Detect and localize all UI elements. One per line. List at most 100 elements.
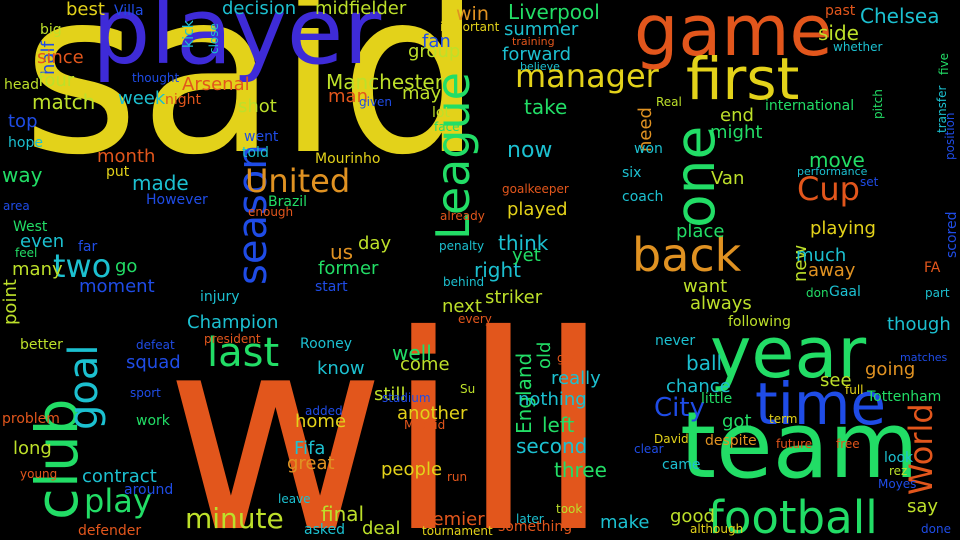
cloud-word: far xyxy=(78,239,98,255)
cloud-word: said xyxy=(22,0,483,205)
cloud-word: well xyxy=(392,341,432,365)
cloud-word: training xyxy=(512,35,555,48)
cloud-word: playing xyxy=(810,218,876,239)
cloud-word: Mourinho xyxy=(315,151,381,167)
cloud-word: Liverpool xyxy=(508,0,600,24)
cloud-word: played xyxy=(507,199,568,220)
cloud-word: don xyxy=(806,286,829,300)
cloud-word: player xyxy=(92,0,382,85)
cloud-word: important xyxy=(440,20,500,34)
cloud-word: Van xyxy=(711,168,745,189)
cloud-word: still xyxy=(374,384,406,405)
cloud-word: even xyxy=(20,231,65,252)
cloud-word: end xyxy=(720,105,754,126)
cloud-word: transfer xyxy=(935,85,949,133)
cloud-word: squad xyxy=(126,352,181,373)
cloud-word: put xyxy=(106,164,130,180)
cloud-word: around xyxy=(124,482,174,498)
cloud-word: first xyxy=(686,45,800,113)
cloud-word: point xyxy=(0,279,21,325)
cloud-word: told xyxy=(242,145,269,161)
cloud-word: ball xyxy=(686,351,723,375)
cloud-word: make xyxy=(600,512,650,533)
cloud-word: West xyxy=(13,219,48,235)
cloud-word: run xyxy=(447,470,468,484)
cloud-word: old xyxy=(534,341,555,369)
cloud-word: left xyxy=(542,413,575,437)
cloud-word: kick xyxy=(181,20,197,48)
cloud-word: game xyxy=(634,0,833,72)
cloud-word: got xyxy=(722,411,752,432)
cloud-word: midfielder xyxy=(315,0,407,19)
cloud-word: believe xyxy=(520,60,560,73)
cloud-word: manager xyxy=(515,57,659,95)
cloud-word: day xyxy=(358,233,392,254)
cloud-word: take xyxy=(524,95,568,119)
cloud-word: see xyxy=(820,370,852,391)
cloud-word: come xyxy=(400,354,450,375)
cloud-word: hope xyxy=(8,135,43,151)
cloud-word: enough xyxy=(248,205,294,219)
cloud-word: group xyxy=(408,41,461,62)
cloud-word: Champion xyxy=(187,312,279,333)
cloud-word: final xyxy=(321,502,365,526)
cloud-word: penalty xyxy=(439,239,485,253)
cloud-word: look xyxy=(884,450,914,466)
cloud-word: big xyxy=(40,22,62,38)
cloud-word: time xyxy=(755,370,887,438)
cloud-word: FA xyxy=(924,260,941,276)
cloud-word: defeat xyxy=(136,338,175,352)
cloud-word: later xyxy=(516,512,544,526)
cloud-word: Villa xyxy=(114,3,144,19)
cloud-word: three xyxy=(554,458,607,482)
cloud-word: home xyxy=(295,411,347,432)
cloud-word: future xyxy=(776,437,813,451)
cloud-word: David xyxy=(654,432,689,446)
cloud-word: injury xyxy=(200,289,240,305)
cloud-word: side xyxy=(818,21,859,45)
cloud-word: nothing xyxy=(518,389,587,410)
cloud-word: given xyxy=(359,95,393,109)
cloud-word: better xyxy=(20,337,63,353)
cloud-word: night xyxy=(165,92,202,108)
cloud-word: area xyxy=(3,199,30,213)
cloud-word: international xyxy=(765,98,855,114)
cloud-word: came xyxy=(662,457,701,473)
cloud-word: minute xyxy=(185,502,284,535)
cloud-word: four xyxy=(38,70,75,91)
cloud-word: Rooney xyxy=(300,336,353,352)
cloud-word: long xyxy=(13,438,52,459)
cloud-word: week xyxy=(118,88,166,109)
cloud-word: shot xyxy=(238,96,277,117)
cloud-word: term xyxy=(769,412,798,426)
cloud-word: say xyxy=(907,496,939,517)
cloud-word: win xyxy=(456,3,489,25)
cloud-word: top xyxy=(8,111,38,132)
cloud-word: back xyxy=(632,228,742,282)
cloud-word: move xyxy=(809,148,865,172)
cloud-word: match xyxy=(32,90,96,114)
cloud-word: may xyxy=(402,83,442,104)
cloud-word: sport xyxy=(130,386,161,400)
cloud-word: goal xyxy=(61,344,107,431)
cloud-word: full xyxy=(845,383,864,397)
cloud-word: Brazil xyxy=(268,194,308,210)
cloud-word: second xyxy=(516,434,588,458)
cloud-word: face xyxy=(434,120,460,134)
cloud-word: always xyxy=(690,293,752,314)
cloud-word: asked xyxy=(304,522,345,538)
cloud-word: little xyxy=(701,391,733,407)
cloud-word: young xyxy=(20,467,58,481)
cloud-word: close xyxy=(207,23,221,54)
cloud-word: good xyxy=(670,506,715,527)
cloud-word: six xyxy=(622,165,642,181)
cloud-word: now xyxy=(507,138,553,163)
cloud-word: five xyxy=(937,52,951,75)
cloud-word: last xyxy=(207,330,280,376)
cloud-word: added xyxy=(305,404,343,418)
cloud-word: problem xyxy=(2,411,60,427)
cloud-word: people xyxy=(381,459,443,480)
cloud-word: great xyxy=(287,453,335,474)
cloud-word: rez xyxy=(889,464,908,478)
cloud-word: every xyxy=(458,312,492,326)
